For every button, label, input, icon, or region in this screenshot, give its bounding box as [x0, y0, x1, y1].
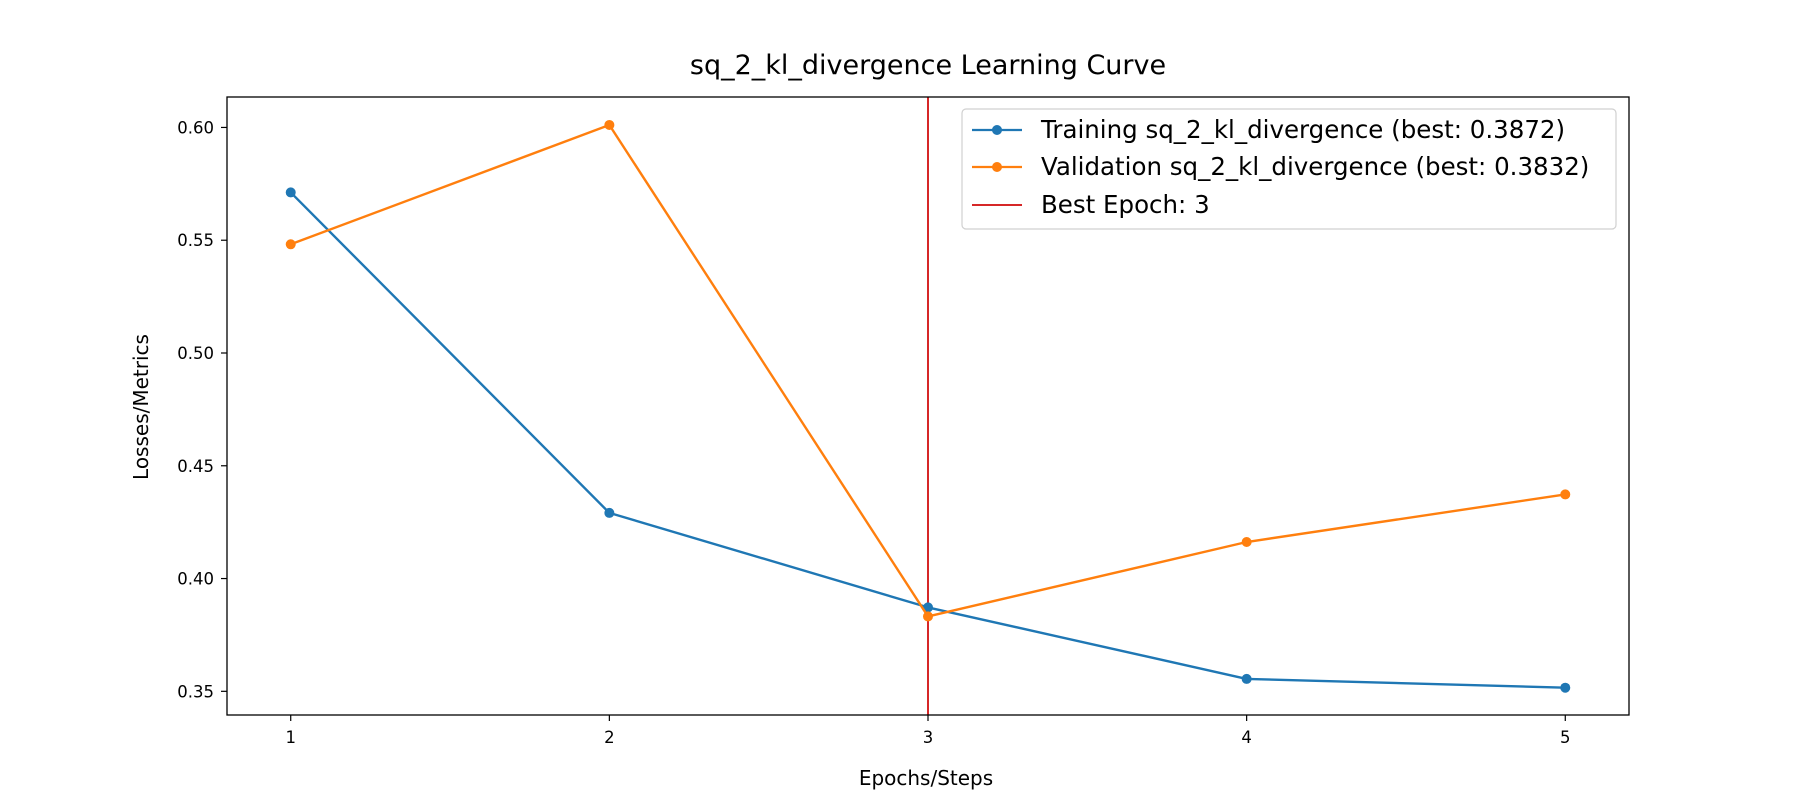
training-point-4	[1241, 673, 1252, 684]
training-point-5	[1560, 682, 1571, 693]
legend-best-epoch-label: Best Epoch: 3	[1041, 190, 1210, 219]
x-tick-label: 5	[1560, 728, 1571, 747]
y-tick-label: 0.35	[177, 682, 214, 701]
x-tick-label: 3	[923, 728, 934, 747]
validation-point-3	[923, 611, 933, 622]
legend-validation-label: Validation sq_2_kl_divergence (best: 0.3…	[1041, 152, 1589, 181]
validation-point-2	[604, 119, 615, 130]
x-axis: 1 2 3 4 5	[285, 715, 1571, 747]
legend: Training sq_2_kl_divergence (best: 0.387…	[961, 108, 1617, 230]
y-tick-label: 0.50	[177, 344, 214, 363]
legend-training-marker	[992, 125, 1002, 135]
training-point-3	[923, 602, 933, 613]
y-tick-label: 0.40	[177, 570, 214, 589]
validation-point-4	[1241, 537, 1252, 548]
y-tick-label: 0.60	[177, 118, 214, 137]
x-tick-label: 2	[604, 728, 615, 747]
training-point-2	[604, 507, 615, 518]
plot-marks	[285, 97, 1571, 715]
x-tick-label: 4	[1241, 728, 1252, 747]
y-axis-label: Losses/Metrics	[129, 334, 153, 480]
x-tick-label: 1	[285, 728, 296, 747]
legend-training-label: Training sq_2_kl_divergence (best: 0.387…	[1040, 115, 1565, 144]
chart-title: sq_2_kl_divergence Learning Curve	[690, 50, 1166, 81]
y-tick-label: 0.55	[177, 231, 214, 250]
legend-validation-marker	[992, 162, 1002, 172]
x-axis-label: Epochs/Steps	[859, 766, 993, 790]
training-point-1	[285, 187, 296, 198]
y-tick-label: 0.45	[177, 457, 214, 476]
validation-point-1	[285, 239, 296, 250]
validation-point-5	[1560, 489, 1571, 500]
legend-box	[961, 108, 1617, 230]
y-axis: 0.35 0.40 0.45 0.50 0.55 0.60	[177, 118, 227, 701]
